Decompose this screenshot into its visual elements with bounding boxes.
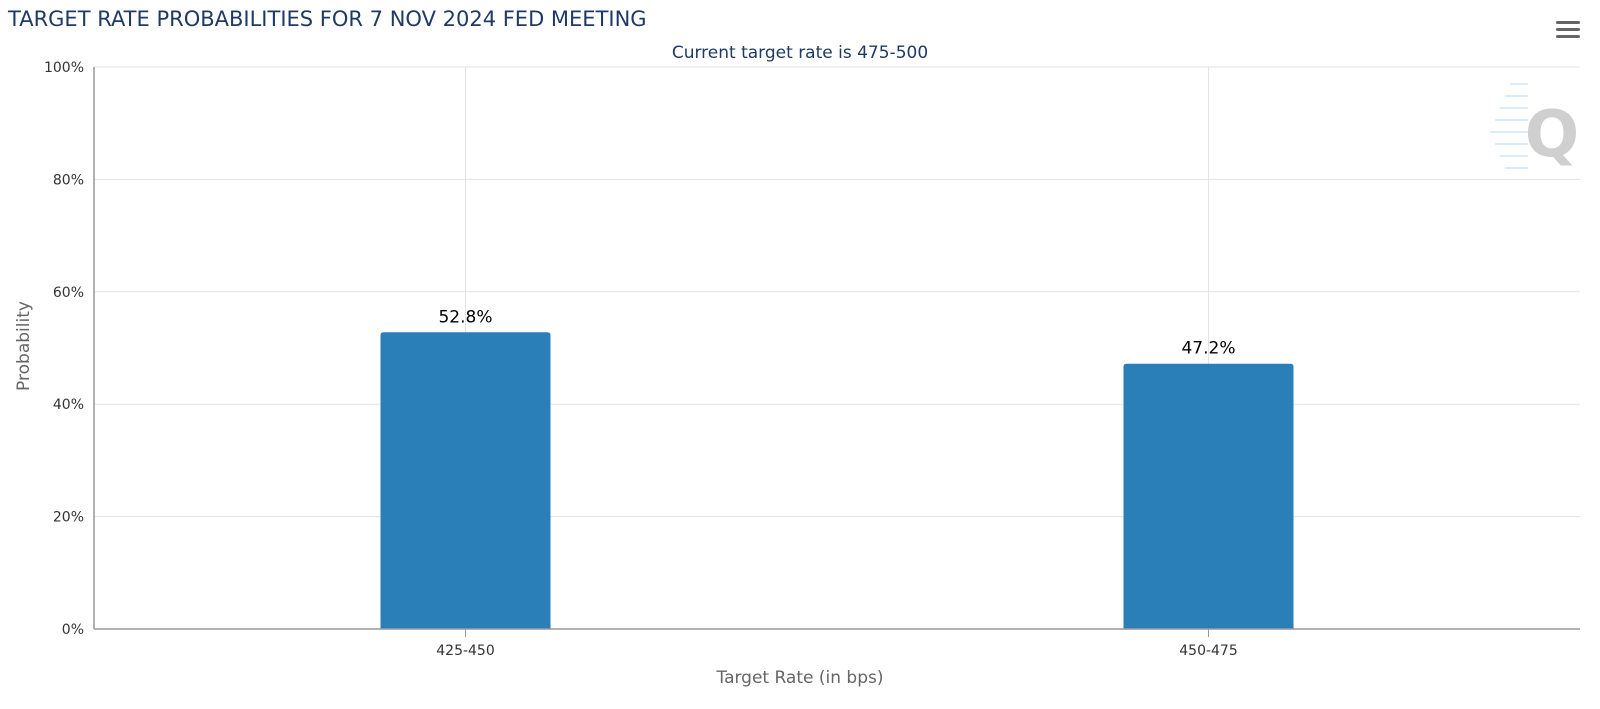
y-axis-title: Probability [14,301,34,391]
watermark-letter: Q [1525,98,1579,172]
data-labels: 52.8% 47.2% [438,307,1235,358]
data-label: 47.2% [1181,339,1235,359]
y-tick-label: 0% [62,622,84,638]
menu-bar-icon [1556,35,1580,38]
bars [380,332,1294,629]
bar-450-475[interactable] [1123,363,1294,629]
bar-425-450[interactable] [380,332,551,629]
y-tick-label: 40% [53,397,84,413]
y-tick-label: 20% [53,510,84,526]
x-tick-label: 425-450 [436,643,495,659]
y-tick-label: 60% [53,285,84,301]
menu-bar-icon [1556,21,1580,24]
axes: 0% 20% 40% 60% 80% 100% 425-450 450-475 [44,60,1580,659]
grid-lines [94,66,1580,629]
menu-bar-icon [1556,28,1580,31]
y-tick-label: 80% [53,172,84,188]
chart-subtitle: Current target rate is 475-500 [672,43,928,63]
x-tick-label: 450-475 [1179,643,1238,659]
chart-title: TARGET RATE PROBABILITIES FOR 7 NOV 2024… [7,7,647,31]
y-tick-label: 100% [44,60,84,76]
data-label: 52.8% [438,307,492,327]
hamburger-menu-icon[interactable] [1553,18,1583,44]
x-axis-title: Target Rate (in bps) [716,668,884,688]
q-logo-icon: Q [1490,83,1579,172]
